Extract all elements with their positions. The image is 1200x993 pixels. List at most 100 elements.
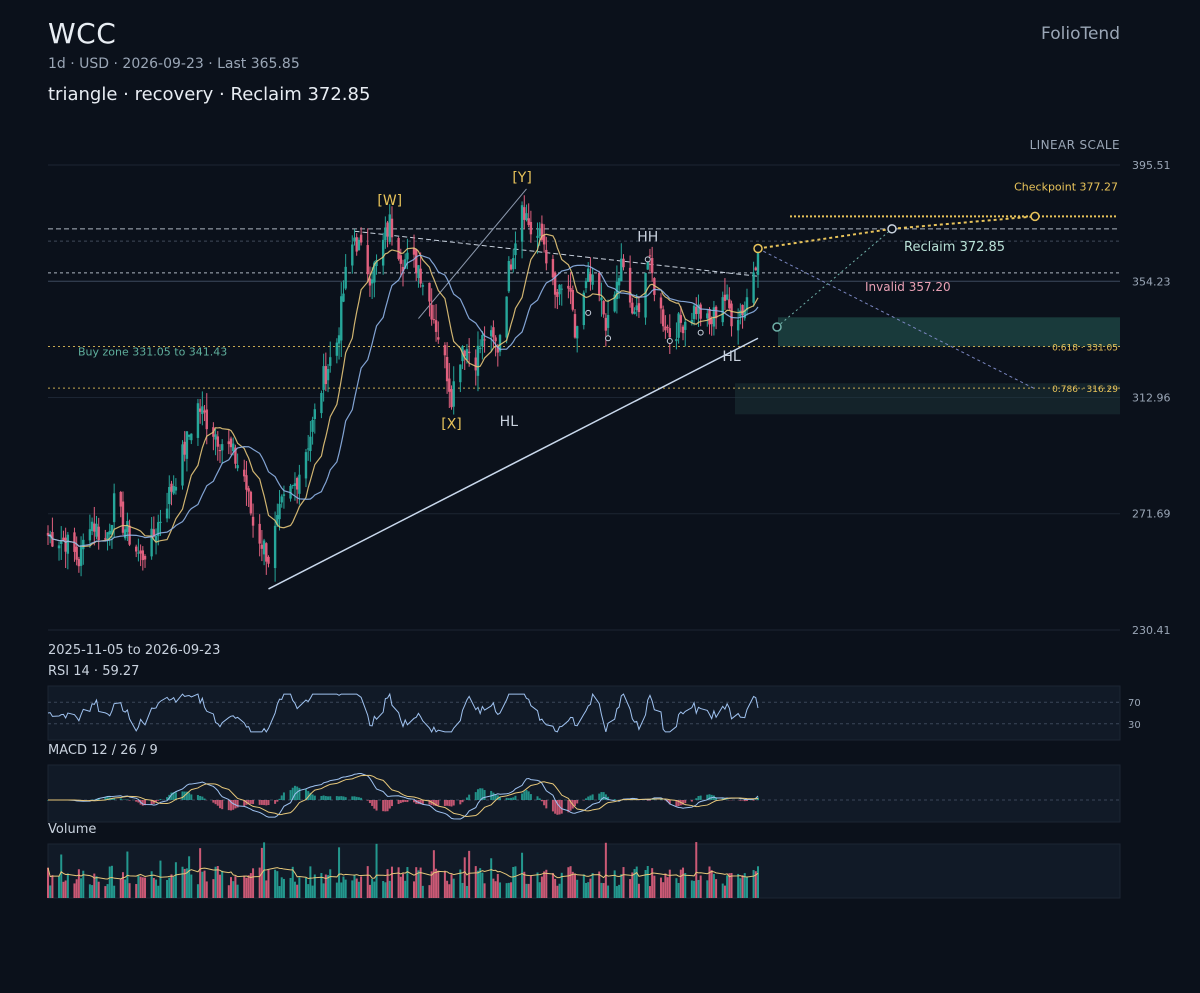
volume-bar — [196, 884, 199, 898]
macd-hist-bar — [684, 800, 687, 804]
macd-hist-bar — [375, 800, 378, 811]
macd-hist-bar — [243, 800, 246, 806]
volume-bar — [465, 885, 468, 898]
macd-hist-bar — [602, 792, 605, 800]
candle-body — [695, 306, 698, 315]
candle-body — [635, 305, 638, 311]
candle-body — [613, 294, 616, 312]
checkpoint-label: Checkpoint 377.27 — [1014, 180, 1118, 193]
candle-body — [664, 326, 667, 331]
macd-hist-bar — [313, 795, 316, 800]
volume-bar — [274, 869, 277, 898]
volume-bar — [199, 848, 202, 898]
macd-hist-bar — [203, 798, 206, 800]
macd-hist-bar — [263, 800, 266, 806]
volume-bar — [64, 880, 67, 898]
macd-hist-bar — [668, 800, 671, 805]
candle-body — [666, 326, 669, 328]
candle-body — [123, 529, 127, 539]
volume-bar — [212, 879, 215, 898]
candle-body — [710, 318, 713, 324]
candle-body — [736, 320, 740, 331]
candle-body — [622, 258, 625, 268]
volume-bar — [653, 875, 656, 898]
volume-bar — [137, 875, 140, 898]
macd-hist-bar — [527, 791, 530, 800]
macd-hist-bar — [510, 797, 513, 800]
volume-bar — [512, 866, 515, 898]
volume-bar — [371, 878, 374, 898]
volume-bar — [227, 885, 230, 898]
volume-bar — [622, 867, 625, 898]
macd-hist-bar — [461, 800, 464, 803]
volume-bar — [188, 856, 191, 898]
macd-hist-bar — [521, 793, 524, 800]
candle-body — [529, 221, 533, 235]
volume-bar — [119, 878, 122, 898]
candle-body — [474, 357, 477, 371]
candle-body — [291, 484, 294, 486]
macd-hist-bar — [150, 800, 153, 805]
candle-body — [745, 297, 749, 311]
macd-hist-bar — [419, 800, 422, 805]
candle-body — [190, 433, 193, 441]
volume-bar — [452, 878, 455, 898]
y-tick-label: 354.23 — [1132, 275, 1171, 288]
macd-hist-bar — [322, 795, 325, 800]
macd-hist-bar — [221, 800, 224, 810]
candle-body — [351, 244, 354, 266]
candle-body — [174, 486, 178, 491]
volume-bar — [754, 871, 757, 898]
candle-body — [617, 278, 621, 286]
macd-hist-bar — [338, 796, 341, 800]
volume-bar — [507, 882, 510, 898]
candles-group — [46, 195, 760, 582]
candle-body — [419, 268, 422, 284]
macd-hist-bar — [373, 800, 376, 809]
candle-body — [366, 245, 369, 275]
chart-meta: 1d · USD · 2026-09-23 · Last 365.85 — [48, 56, 300, 72]
macd-hist-bar — [404, 800, 407, 802]
volume-bar — [155, 879, 158, 898]
rsi-line — [47, 692, 759, 733]
volume-bar — [706, 880, 709, 898]
macd-hist-bar — [329, 796, 332, 800]
candle-body — [60, 541, 63, 544]
candle-body — [415, 249, 418, 274]
candle-body — [443, 345, 447, 356]
macd-hist-bar — [342, 796, 345, 800]
candle-body — [390, 218, 394, 238]
candle-body — [236, 465, 239, 469]
candle-body — [553, 272, 557, 295]
candle-body — [249, 491, 253, 514]
scale-toggle[interactable]: LINEAR SCALE — [1029, 138, 1120, 152]
candle-body — [525, 213, 528, 221]
volume-bar — [699, 875, 702, 898]
macd-hist-bar — [435, 800, 438, 807]
candle-body — [496, 346, 500, 353]
macd-hist-bar — [307, 791, 310, 800]
volume-bar — [216, 866, 219, 898]
volume-bar — [556, 885, 559, 898]
candle-body — [185, 431, 189, 459]
candle-body — [386, 222, 389, 237]
volume-bar — [243, 875, 246, 898]
candle-body — [587, 268, 590, 282]
volume-bar — [168, 877, 171, 898]
macd-hist-bar — [282, 792, 285, 800]
volume-bar — [150, 871, 153, 898]
volume-bar — [296, 884, 299, 898]
macd-hist-bar — [474, 792, 477, 800]
candle-body — [448, 378, 451, 392]
volume-bar — [205, 881, 208, 898]
volume-bar — [463, 857, 466, 898]
macd-hist-bar — [406, 800, 409, 803]
candle-body — [445, 356, 449, 382]
macd-hist-bar — [573, 800, 576, 807]
macd-hist-bar — [309, 792, 312, 800]
macd-hist-bar — [721, 798, 724, 800]
macd-hist-bar — [494, 794, 497, 800]
volume-bar — [174, 862, 177, 898]
candle-body — [216, 436, 219, 447]
